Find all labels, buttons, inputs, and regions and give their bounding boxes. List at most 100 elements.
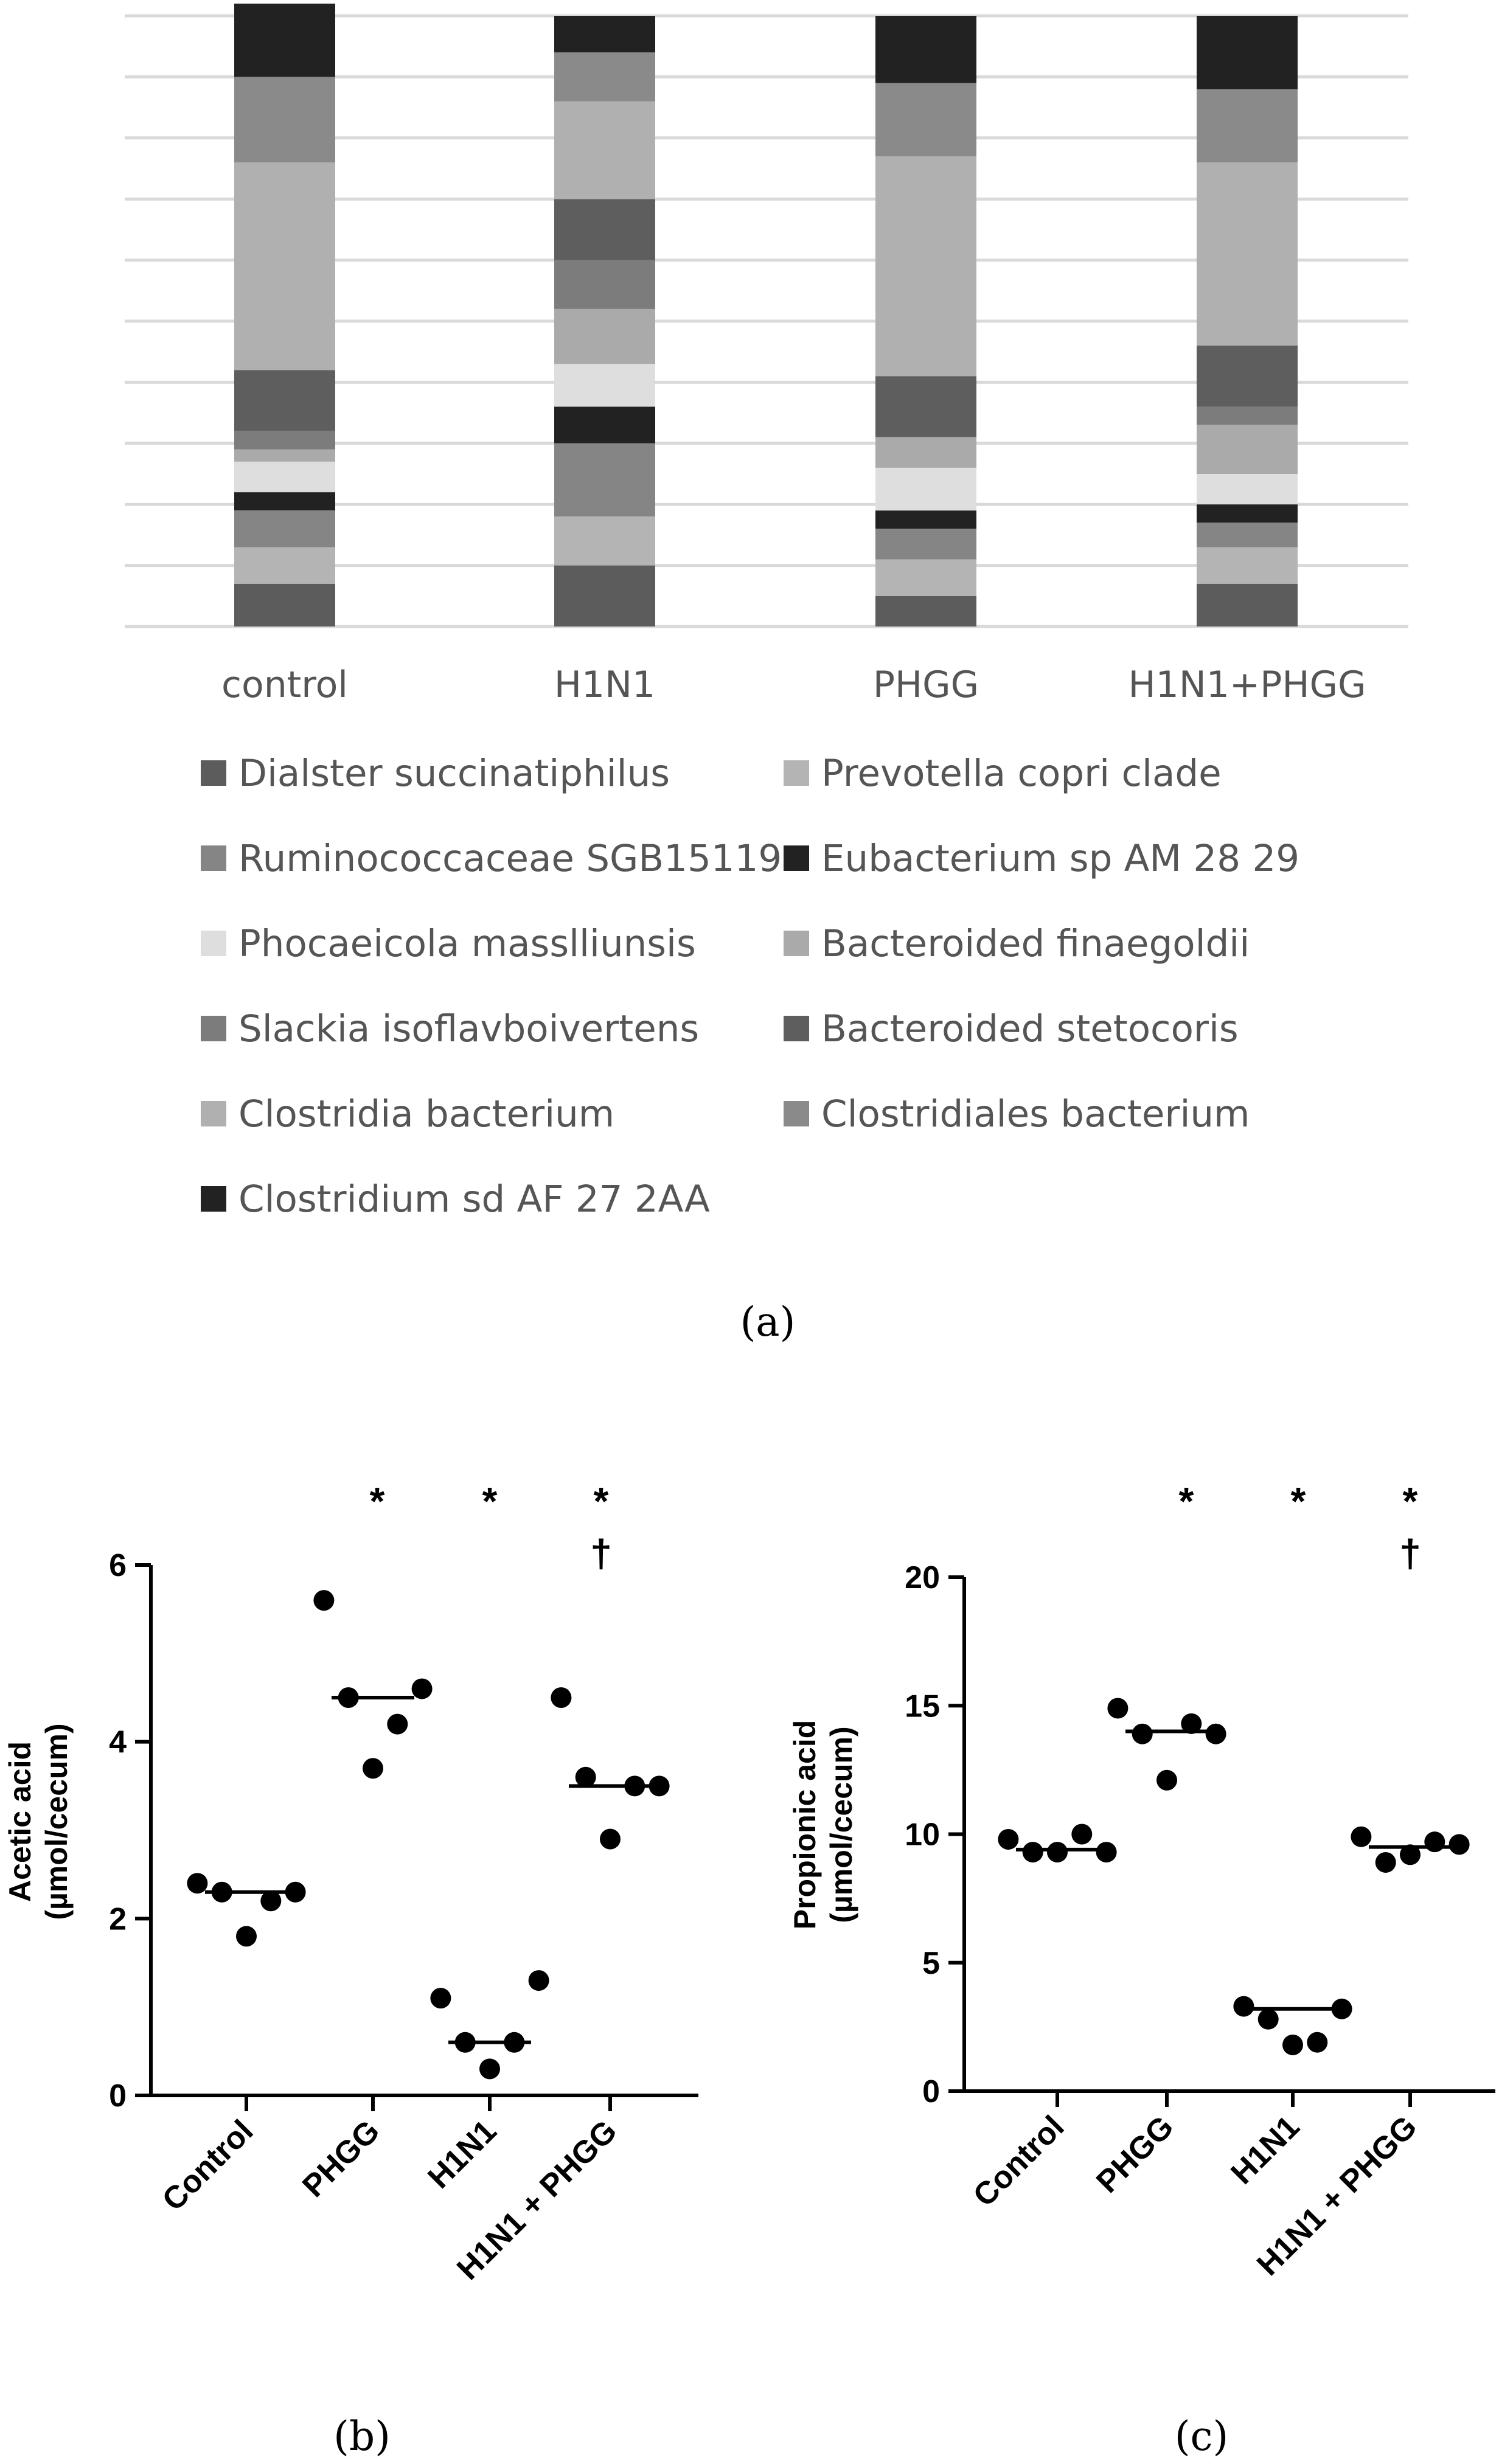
data-point [528,1970,549,1991]
bar-segment [875,595,976,626]
bar-segment [234,431,335,449]
data-point [1096,1842,1117,1863]
data-point [1047,1842,1068,1863]
bar-segment [875,559,976,596]
legend-label: Clostridia bacterium [238,1092,614,1136]
data-point [1331,1998,1352,2019]
y-tick-label: 0 [922,2074,940,2109]
bar-segment [554,516,655,566]
bar-segment [554,308,655,364]
data-point [1071,1824,1093,1845]
bar-segment [554,16,655,53]
bar-segment [875,510,976,529]
legend-swatch [201,1101,226,1126]
bar-segment [1197,406,1298,425]
y-tick-label: 15 [905,1688,940,1724]
bar-segment [875,437,976,468]
category-label: control [221,664,348,706]
significance-marker-dagger: † [590,1532,612,1575]
legend-swatch [201,1186,226,1212]
bar-segment [554,101,655,200]
legend-swatch [784,1016,809,1041]
bar-segment [1197,504,1298,523]
panel-a-gridlines [125,14,1408,628]
legend-label: Eubacterium sp AM 28 29 [821,837,1299,880]
bar-segment [234,461,335,493]
y-tick-label: 4 [109,1725,127,1760]
bar-segment [554,406,655,443]
y-tick-label: 2 [109,1901,127,1937]
legend-label: Slackia isoflavboivertens [238,1007,699,1050]
bar-segment [554,52,655,102]
y-tick-label: 20 [905,1560,940,1595]
data-point [551,1687,572,1708]
caption-a: (a) [740,1299,796,1345]
legend-swatch [784,1101,809,1126]
data-point [1351,1826,1372,1847]
data-point [363,1758,383,1779]
x-tick-label: Control [156,2113,260,2218]
bar-segment [234,547,335,584]
data-point [187,1873,208,1894]
data-point [285,1881,306,1903]
bar-segment [875,529,976,560]
data-point [1400,1844,1421,1865]
bar-segment [875,467,976,511]
legend-swatch [784,931,809,956]
bar-segment [1197,162,1298,346]
legend-swatch [201,760,226,786]
y-axis-label-units: (µmol/cecum) [40,1723,74,1920]
bar-segment [554,199,655,260]
legend-label: Clostridiales bacterium [821,1092,1250,1136]
data-point [387,1713,408,1735]
bar-segment [875,376,976,437]
data-point [1449,1834,1470,1855]
legend-label: Dialster succinatiphilus [238,752,670,795]
significance-marker: * [482,1479,498,1523]
data-point [411,1678,433,1699]
x-tick-label: Control [967,2109,1071,2213]
legend-label: Ruminococcaceae SGB15119 [238,837,782,880]
bar-segment [554,260,655,309]
bar-segment [875,83,976,156]
caption-c: (c) [1175,2413,1228,2460]
category-label: PHGG [873,664,979,706]
data-point [479,2058,500,2080]
significance-marker: * [1291,1479,1306,1523]
y-tick-label: 10 [905,1817,940,1853]
bar-segment [234,583,335,626]
panel-a-legend: Dialster succinatiphilus Prevotella copri… [201,752,1299,1221]
significance-marker: * [1179,1479,1194,1523]
bar-segment [234,77,335,162]
category-label: H1N1+PHGG [1129,664,1366,706]
significance-marker: * [370,1479,385,1523]
bar-segment [234,162,335,370]
data-point [260,1890,282,1912]
legend-label: Bacteroided finaegoldii [821,922,1250,965]
bar-segment [234,510,335,547]
x-tick-label: H1N1 [421,2113,503,2195]
legend-swatch [784,760,809,786]
bar-segment [234,370,335,431]
panel-a-bars [234,3,1298,626]
data-point [1132,1723,1153,1744]
category-label: H1N1 [554,664,655,706]
bar-segment [1197,425,1298,474]
panel-a-stacked-bar-chart: control H1N1 PHGG H1N1+PHGG Dialster succin… [125,3,1408,1345]
panel-a-category-labels: control H1N1 PHGG H1N1+PHGG [221,664,1366,706]
panel-c-propionic-acid-scatter: 0 5 10 15 20 Propionic acid (µmol/cecum) Contro… [788,1479,1495,2283]
bar-segment [1197,583,1298,626]
y-tick-label: 0 [109,2078,127,2114]
bar-segment [554,364,655,407]
data-point [430,1988,451,2009]
data-point [575,1766,596,1788]
bar-segment [875,156,976,377]
y-axis-label-units: (µmol/cecum) [824,1726,858,1923]
data-point [1233,1996,1254,2017]
bar-segment [1197,16,1298,89]
significance-marker: * [1403,1479,1418,1523]
bar-segment [1197,345,1298,407]
bar-segment [234,449,335,462]
data-point [1424,1831,1445,1853]
